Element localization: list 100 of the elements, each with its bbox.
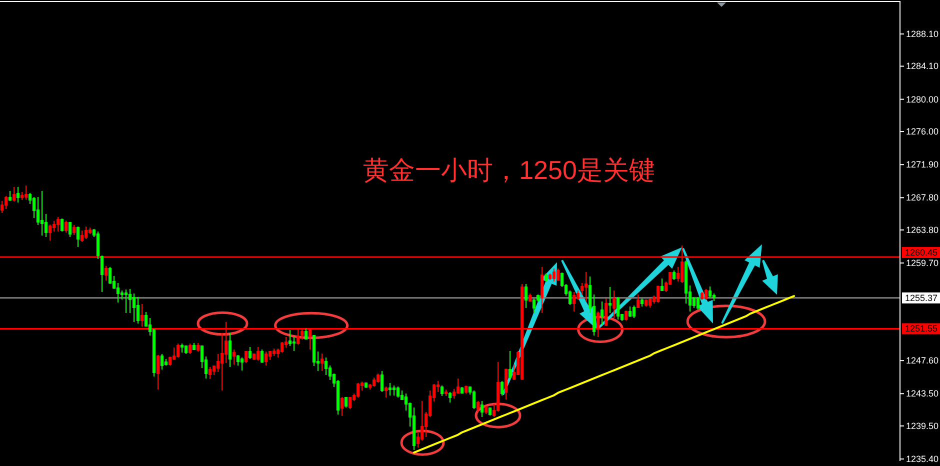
- candlestick: [0, 200, 4, 214]
- candlestick: [464, 385, 468, 394]
- candlestick: [640, 298, 644, 308]
- ref-line-label: 1251.55: [905, 324, 938, 334]
- candlestick: [616, 296, 620, 320]
- candlestick: [196, 342, 200, 352]
- y-tick-label: 1267.80: [906, 192, 939, 203]
- y-tick-label: 1259.70: [906, 258, 939, 268]
- candlestick: [104, 266, 108, 282]
- candlestick: [208, 366, 212, 380]
- candlestick: [636, 294, 640, 309]
- candlestick: [648, 298, 652, 308]
- candlestick: [344, 396, 348, 408]
- candlestick: [504, 368, 508, 400]
- candlestick: [288, 329, 292, 347]
- candlestick: [644, 298, 648, 308]
- candlestick: [256, 346, 260, 362]
- candlestick: [244, 350, 248, 364]
- candlestick: [304, 328, 308, 340]
- candlestick: [232, 348, 236, 366]
- candlestick: [528, 293, 532, 302]
- y-tick-label: 1247.60: [906, 356, 939, 366]
- candlestick: [524, 283, 528, 309]
- candlestick: [448, 392, 452, 404]
- candlestick: [100, 255, 104, 293]
- candlestick: [48, 224, 52, 241]
- candlestick: [136, 296, 140, 324]
- y-tick-label: 1263.80: [906, 224, 939, 235]
- candlestick: [84, 226, 88, 240]
- candlestick: [160, 354, 164, 370]
- candlestick: [192, 342, 196, 351]
- candlestick: [176, 343, 180, 358]
- candlestick: [700, 292, 704, 301]
- candlestick: [124, 289, 128, 314]
- y-tick-label: 1280.00: [906, 94, 939, 104]
- candlestick: [628, 306, 632, 318]
- candlestick: [364, 382, 368, 389]
- candlestick: [272, 348, 276, 356]
- candlestick: [656, 285, 660, 304]
- candlestick: [440, 385, 444, 397]
- line-series: [413, 295, 795, 454]
- candlestick: [380, 370, 384, 393]
- candlestick: [188, 343, 192, 355]
- candlestick: [696, 296, 700, 310]
- candlestick: [532, 298, 536, 314]
- candlestick: [384, 386, 388, 398]
- candlestick: [476, 400, 480, 413]
- candlestick: [540, 266, 544, 314]
- candlestick: [240, 356, 244, 371]
- candlestick: [584, 271, 588, 302]
- candlestick: [348, 396, 352, 410]
- candlestick: [132, 293, 136, 322]
- candlestick: [64, 220, 68, 233]
- candlestick: [324, 356, 328, 376]
- candlestick: [480, 400, 484, 418]
- candlestick: [80, 230, 84, 243]
- candlestick: [600, 301, 604, 326]
- candlestick: [156, 354, 160, 390]
- candlestick: [12, 186, 16, 202]
- candlestick: [552, 268, 556, 282]
- y-tick-label: 1276.00: [906, 126, 939, 137]
- candlestick: [544, 272, 548, 282]
- candlestick: [500, 380, 504, 396]
- y-tick-label: 1239.50: [906, 420, 939, 431]
- candlestick: [72, 224, 76, 236]
- candlestick: [548, 272, 552, 280]
- candlestick: [392, 385, 396, 396]
- candlestick: [164, 358, 168, 366]
- candlestick: [40, 190, 44, 236]
- candlestick: [672, 270, 676, 280]
- candlestick: [8, 190, 12, 202]
- y-tick-label: 1243.50: [906, 388, 939, 399]
- candlestick: [624, 310, 628, 321]
- candlestick: [60, 218, 64, 232]
- candlestick: [460, 386, 464, 394]
- candlestick: [248, 346, 252, 360]
- candlestick: [412, 406, 416, 451]
- candlestick: [608, 286, 612, 314]
- candlestick: [376, 372, 380, 383]
- y-tick-label: 1288.10: [906, 28, 939, 39]
- candlestick: [320, 352, 324, 372]
- candlestick: [456, 378, 460, 394]
- candlestick: [632, 305, 636, 318]
- annotation: 黄金一小时，1250是关键: [363, 155, 655, 186]
- ref-line-label: 1260.45: [905, 248, 938, 258]
- candlestick: [484, 405, 488, 414]
- candlestick: [312, 334, 316, 367]
- candlestick: [508, 350, 512, 379]
- candlestick: [24, 185, 28, 200]
- candlestick: [260, 348, 264, 364]
- y-tick-label: 1271.90: [906, 160, 939, 170]
- candlestick: [556, 268, 560, 282]
- y-tick-label: 1235.40: [906, 454, 939, 464]
- candlestick: [604, 298, 608, 326]
- candlestick: [96, 231, 100, 260]
- candlestick: [4, 196, 8, 210]
- candlestick: [340, 396, 344, 417]
- ref-line-label: 1255.37: [905, 292, 938, 303]
- candlestick: [444, 389, 448, 397]
- candlestick: [660, 278, 664, 292]
